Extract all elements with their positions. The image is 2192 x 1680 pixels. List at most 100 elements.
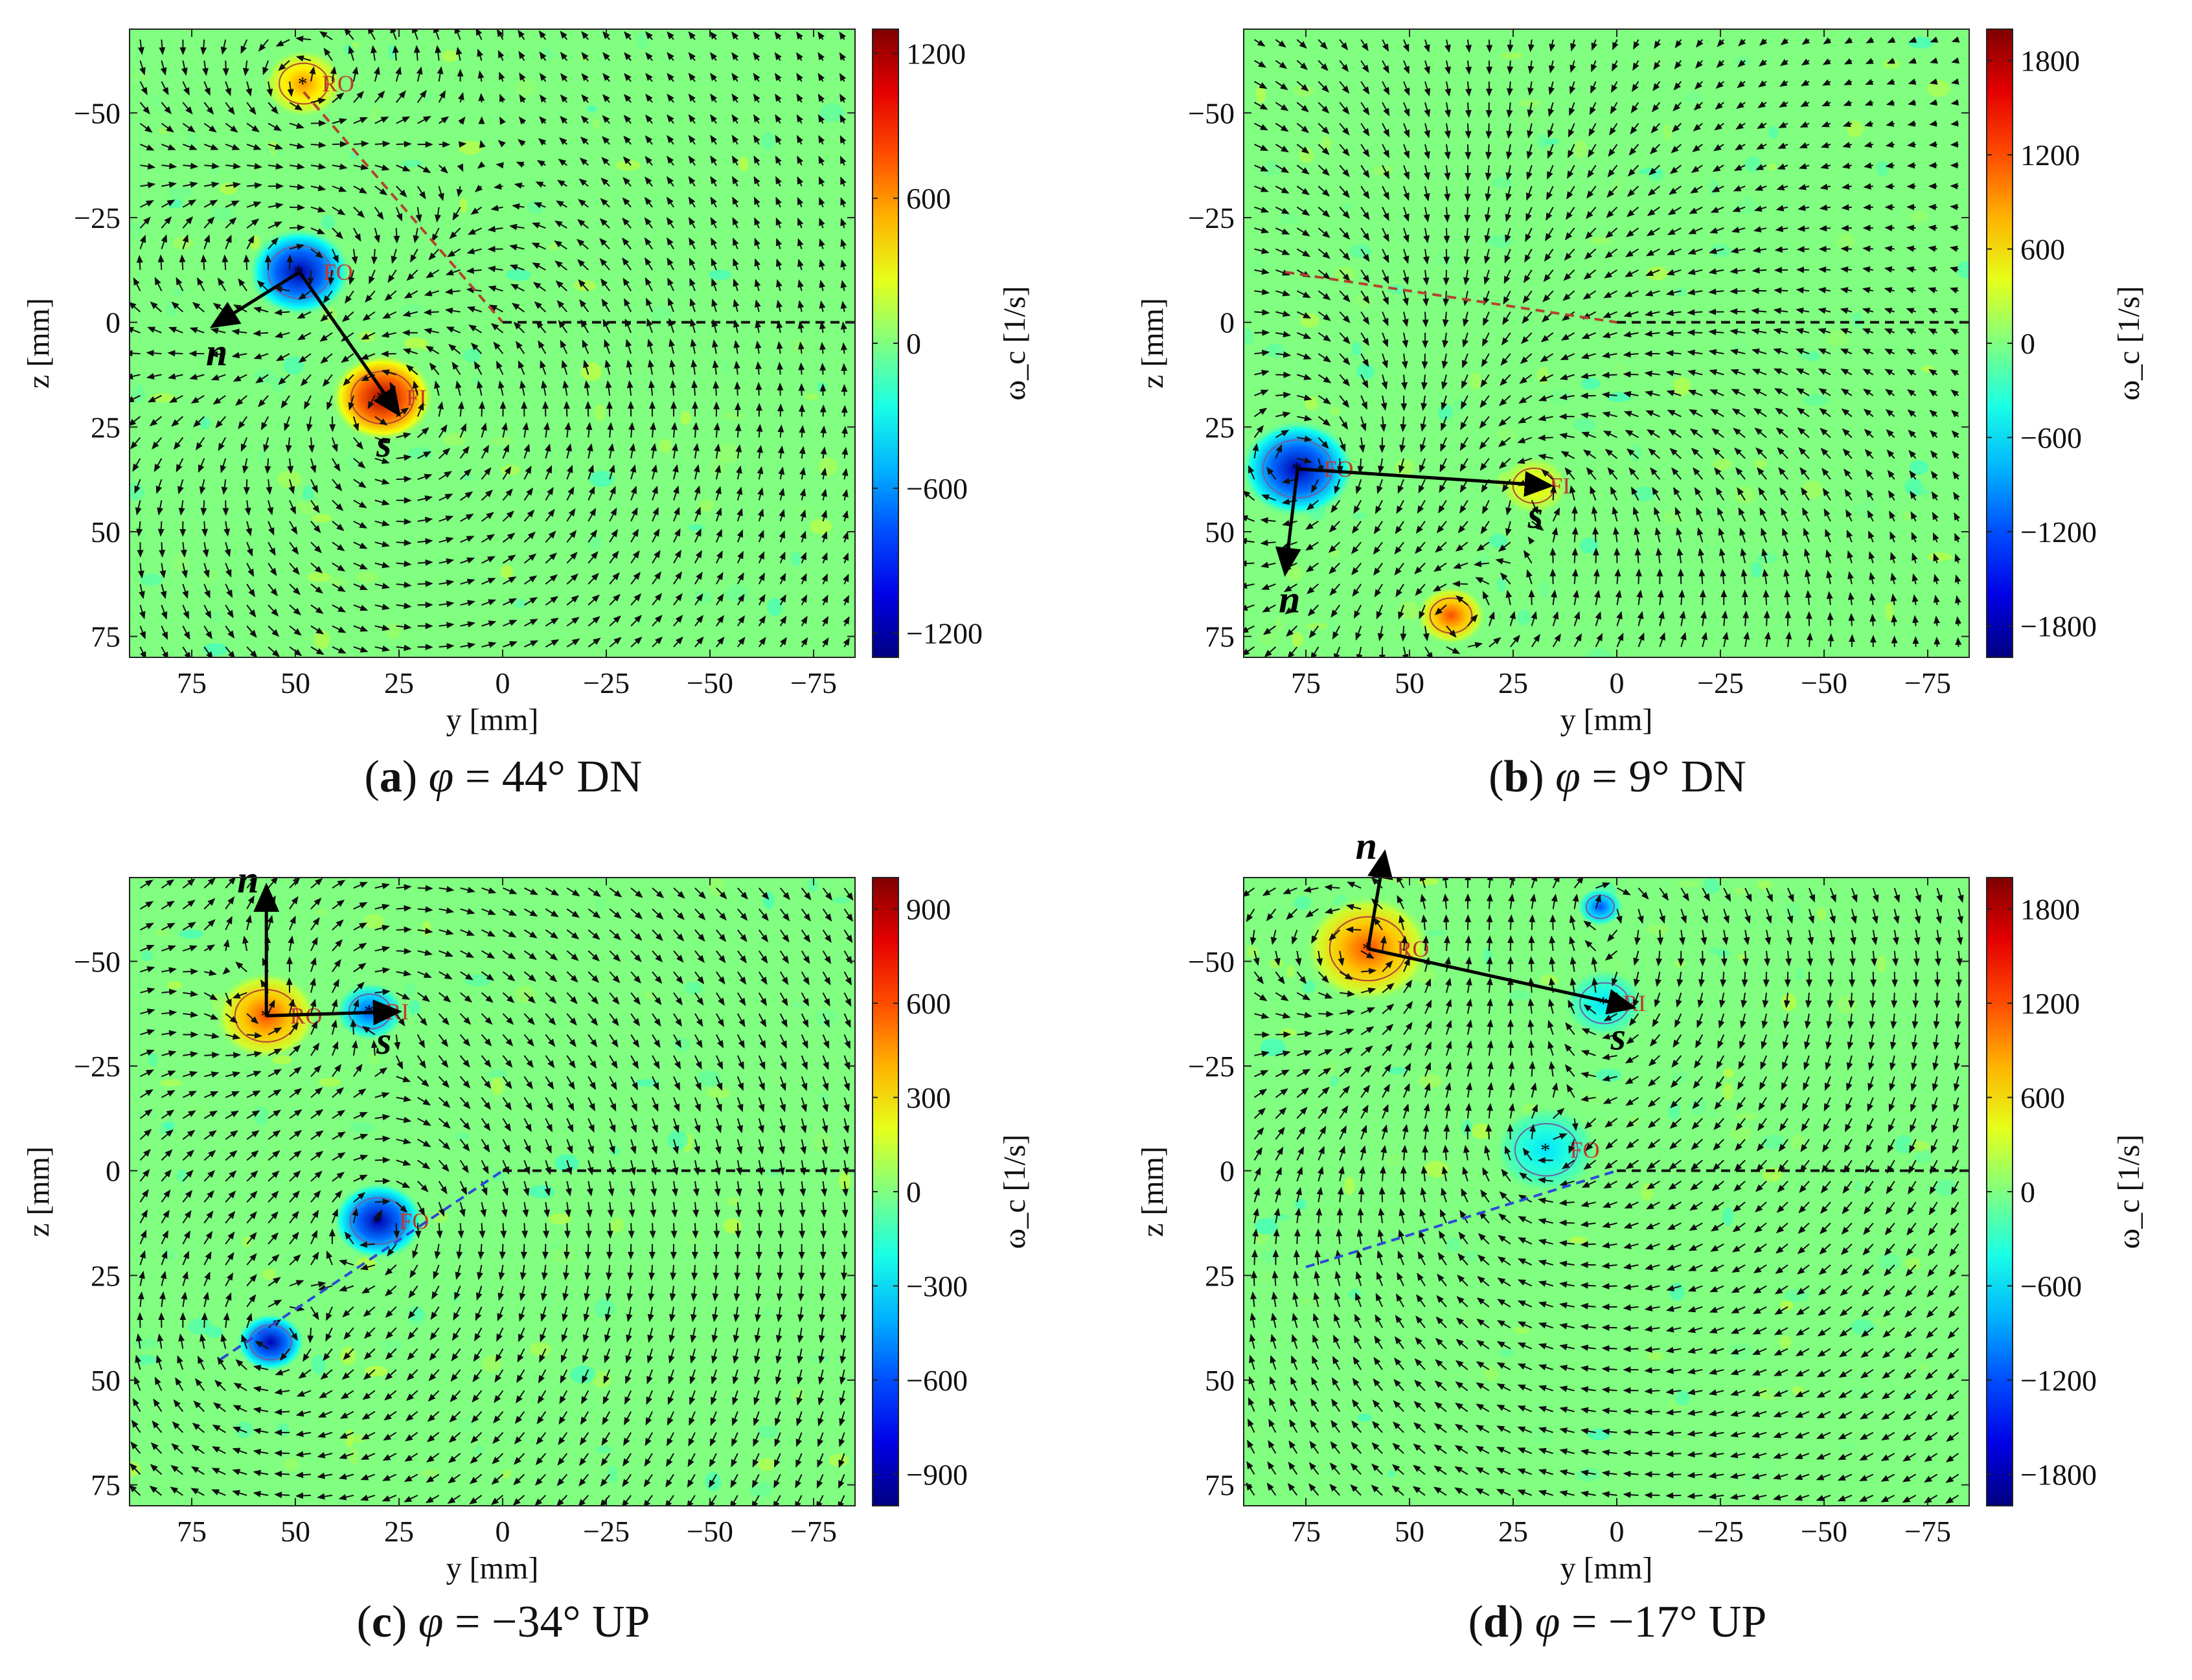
speckle: [1690, 1098, 1706, 1115]
speckle: [1806, 351, 1820, 361]
quiver-arrow: [545, 1244, 546, 1258]
speckle: [404, 982, 416, 997]
speckle: [277, 470, 302, 488]
speckle: [722, 359, 731, 375]
speckle: [1457, 1311, 1481, 1327]
y-axis-label-a: z [mm]: [21, 298, 56, 389]
quiver-arrow: [1582, 1285, 1596, 1286]
x-tick-label: −50: [1801, 1515, 1847, 1548]
speckle: [242, 1236, 251, 1247]
s-axis-label-c: s: [376, 1019, 391, 1062]
speckle: [641, 949, 663, 957]
y-tick-label: −50: [1188, 96, 1235, 130]
speckle: [758, 1458, 775, 1471]
speckle: [464, 975, 490, 986]
speckle: [1928, 214, 1938, 227]
speckle: [1590, 237, 1612, 245]
speckle: [1785, 1289, 1809, 1302]
quiver-arrow: [716, 1223, 717, 1238]
colorbar-tick-label: −1200: [906, 617, 983, 650]
speckle: [529, 1185, 554, 1198]
speckle: [163, 1248, 176, 1261]
speckle: [1895, 1135, 1912, 1153]
speckle: [1330, 1076, 1338, 1087]
y-tick-label: −25: [74, 201, 120, 234]
x-tick-label: 75: [1291, 1515, 1321, 1548]
quiver-arrow: [1624, 1473, 1638, 1474]
y-axis-label-c: z [mm]: [21, 1146, 56, 1237]
speckle: [1614, 362, 1627, 375]
speckle: [1489, 534, 1507, 548]
speckle: [548, 1214, 571, 1225]
quiver-arrow: [396, 521, 411, 522]
speckle: [1842, 1442, 1856, 1451]
y-tick-label: 50: [91, 516, 120, 549]
speckle: [167, 981, 183, 989]
x-tick-label: 25: [1498, 666, 1528, 699]
y-tick-label: −25: [74, 1050, 120, 1083]
speckle: [1272, 1214, 1290, 1221]
y-tick-label: 75: [91, 1469, 120, 1502]
y-tick-label: 0: [1220, 306, 1235, 339]
speckle: [1280, 1028, 1296, 1038]
quiver-arrow: [823, 1223, 824, 1238]
speckle: [762, 133, 775, 150]
speckle: [1675, 1390, 1691, 1406]
speckle: [1903, 511, 1912, 521]
x-tick-label: 75: [1291, 666, 1321, 699]
x-tick-label: −50: [687, 666, 733, 699]
speckle: [1537, 367, 1549, 384]
colorbar-tick-label: −1800: [2020, 610, 2097, 643]
speckle: [1286, 966, 1296, 978]
speckle: [1878, 1254, 1901, 1271]
colorbar-tick-label: −300: [906, 1270, 968, 1303]
speckle: [809, 1354, 828, 1363]
vortex-center-d-1: *: [1599, 993, 1608, 1014]
speckle: [1906, 488, 1930, 495]
speckle: [1292, 632, 1303, 647]
speckle: [1795, 968, 1804, 981]
quiver-arrow: [737, 383, 738, 396]
speckle: [1356, 363, 1375, 380]
quiver-arrow: [1775, 290, 1788, 291]
speckle: [1323, 1120, 1341, 1136]
speckle: [422, 921, 431, 936]
quiver-arrow: [425, 312, 439, 313]
quiver-arrow: [1531, 958, 1532, 972]
quiver-arrow: [375, 1201, 389, 1202]
quiver-arrow: [1688, 332, 1702, 333]
speckle: [1634, 486, 1656, 501]
speckle: [1492, 177, 1513, 188]
quiver-arrow: [780, 1265, 781, 1279]
quiver-arrow: [375, 143, 389, 144]
speckle: [817, 382, 826, 392]
speckle: [1855, 1181, 1862, 1191]
speckle: [1704, 878, 1720, 894]
speckle: [1573, 140, 1587, 159]
y-tick-label: 50: [91, 1364, 120, 1397]
quiver-arrow: [1425, 312, 1426, 326]
quiver-arrow: [1798, 269, 1809, 270]
quiver-arrow: [1254, 1251, 1255, 1265]
quiver-arrow: [588, 1244, 589, 1258]
quiver-arrow: [1852, 635, 1853, 647]
speckle: [1781, 1300, 1794, 1310]
speckle: [673, 1038, 690, 1052]
speckle: [554, 1154, 578, 1172]
quiver-arrow: [588, 402, 589, 416]
speckle: [176, 1170, 187, 1183]
quiver-arrow: [126, 353, 141, 354]
x-tick-label: 0: [1610, 666, 1625, 699]
plot-area-c: [130, 878, 855, 1506]
speckle: [321, 215, 336, 230]
quiver-arrow: [1681, 570, 1682, 584]
speckle: [1464, 1250, 1479, 1262]
speckle: [1729, 1343, 1754, 1360]
speckle: [370, 106, 381, 121]
speckle: [771, 1293, 794, 1311]
speckle: [714, 1022, 727, 1034]
speckle: [277, 1423, 289, 1436]
quiver-arrow: [1830, 613, 1831, 626]
speckle: [1853, 502, 1877, 516]
